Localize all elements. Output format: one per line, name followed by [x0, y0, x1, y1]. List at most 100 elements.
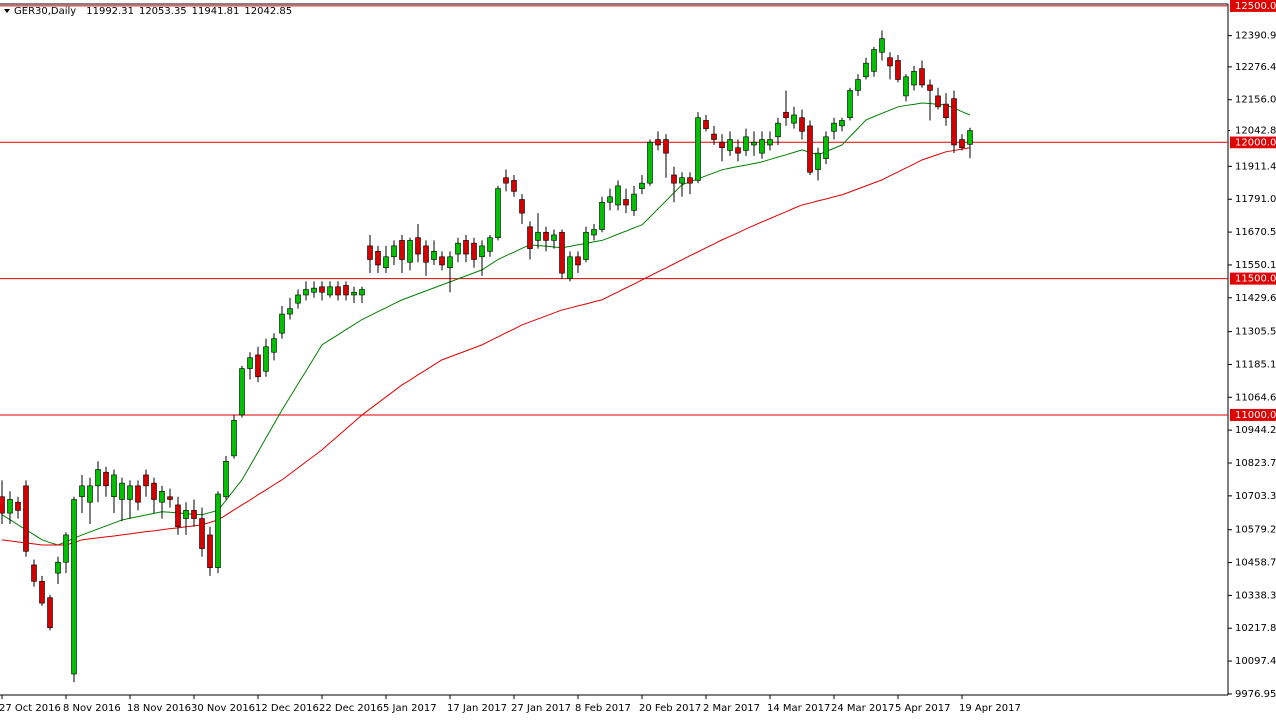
candle-body	[671, 174, 677, 184]
candle-body	[151, 482, 157, 500]
y-tick-label: 11064.65	[1235, 392, 1276, 403]
x-tick-label: 2 Mar 2017	[703, 703, 760, 714]
y-tick-label: 9976.95	[1235, 689, 1276, 700]
candle-body	[551, 234, 557, 241]
candle-body	[423, 245, 429, 263]
candle-body	[455, 242, 461, 255]
candle-body	[871, 49, 877, 72]
menu-arrow[interactable]	[4, 9, 10, 13]
candle-body	[775, 122, 781, 138]
x-tick-label: 20 Feb 2017	[639, 703, 701, 714]
candle-body	[463, 240, 469, 255]
y-tick-label: 11670.55	[1235, 227, 1276, 238]
y-tick-label: 11429.65	[1235, 293, 1276, 304]
candle-body	[951, 98, 957, 146]
y-tick-label: 11550.10	[1235, 260, 1276, 271]
x-tick-label: 18 Nov 2016	[127, 703, 191, 714]
candle-body	[31, 564, 37, 582]
candle-body	[143, 474, 149, 487]
candle-body	[935, 95, 941, 108]
candle-body	[135, 485, 141, 503]
candle-body	[383, 256, 389, 268]
candle-body	[191, 510, 197, 519]
y-tick-label: 10338.30	[1235, 590, 1276, 601]
candle-body	[639, 182, 645, 189]
candle-body	[879, 38, 885, 53]
candle-body	[663, 139, 669, 154]
candle-body	[223, 461, 229, 498]
candle-body	[479, 245, 485, 258]
candle-body	[799, 117, 805, 132]
candle-body	[127, 485, 133, 500]
candle-body	[783, 111, 789, 119]
x-tick-label: 17 Jan 2017	[447, 703, 507, 714]
header-values: 11992.31 12053.35 11941.81 12042.85	[86, 6, 292, 17]
level-label-box	[1230, 408, 1276, 421]
candle-body	[567, 256, 573, 279]
y-tick-label: 10823.75	[1235, 458, 1276, 469]
candle-body	[295, 294, 301, 304]
candle-body	[247, 357, 253, 369]
candle-body	[279, 313, 285, 334]
candle-body	[759, 139, 765, 154]
candle-body	[855, 79, 861, 91]
candle-body	[367, 245, 373, 260]
x-tick-label: 27 Oct 2016	[0, 703, 61, 714]
candle-body	[87, 485, 93, 503]
candle-body	[71, 499, 77, 675]
candle-body	[503, 177, 509, 184]
x-tick-label: 14 Mar 2017	[767, 703, 830, 714]
candle-body	[7, 499, 13, 514]
candle-body	[615, 185, 621, 206]
level-label: 11500.00	[1235, 274, 1276, 285]
candle-body	[655, 139, 661, 146]
candle-body	[487, 237, 493, 252]
candle-body	[863, 62, 869, 78]
x-tick-label: 30 Nov 2016	[191, 703, 255, 714]
candle-body	[911, 71, 917, 86]
candle-body	[327, 286, 333, 296]
candle-body	[751, 141, 757, 146]
y-tick-label: 12390.96	[1235, 31, 1276, 42]
candle-body	[215, 493, 221, 568]
y-tick-label: 10097.40	[1235, 656, 1276, 667]
level-label: 11000.00	[1235, 410, 1276, 421]
header-value: 11941.81	[192, 6, 240, 17]
last-price-label: 12042.85	[1235, 126, 1276, 137]
header-value: 12053.35	[139, 6, 187, 17]
y-tick-label: 11911.45	[1235, 161, 1276, 172]
candle-body	[407, 240, 413, 263]
level-label: 12000.00	[1235, 137, 1276, 148]
candle-body	[927, 84, 933, 91]
y-tick-label: 11185.10	[1235, 359, 1276, 370]
candle-body	[519, 199, 525, 214]
candle-body	[255, 354, 261, 378]
candle-body	[959, 139, 965, 149]
candle-body	[599, 201, 605, 230]
candle-body	[119, 482, 125, 500]
candle-body	[591, 229, 597, 236]
candle-body	[535, 231, 541, 241]
x-tick-label: 12 Dec 2016	[255, 703, 319, 714]
level-label-box	[1230, 136, 1276, 149]
candle-body	[743, 136, 749, 151]
candle-body	[847, 90, 853, 119]
candle-body	[199, 518, 205, 549]
symbol-title: GER30,Daily	[14, 6, 76, 17]
level-label: 12500.00	[1235, 1, 1276, 12]
candle-body	[679, 177, 685, 184]
candle-body	[103, 471, 109, 487]
candle-body	[807, 125, 813, 173]
candle-body	[839, 120, 845, 127]
candle-body	[767, 139, 773, 146]
y-tick-label: 11305.55	[1235, 327, 1276, 338]
candle-body	[703, 120, 709, 129]
candle-body	[575, 256, 581, 266]
candle-body	[79, 485, 85, 498]
candle-body	[319, 286, 325, 293]
y-tick-label: 10458.75	[1235, 558, 1276, 569]
candle-body	[647, 141, 653, 184]
candle-body	[271, 338, 277, 353]
